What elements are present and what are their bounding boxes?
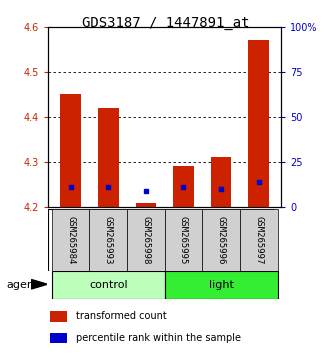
- Bar: [52, 209, 89, 271]
- Text: light: light: [209, 280, 234, 290]
- Bar: [60, 94, 81, 207]
- Bar: [89, 209, 127, 271]
- Polygon shape: [31, 280, 47, 289]
- Text: control: control: [89, 280, 127, 290]
- Text: GSM265998: GSM265998: [141, 216, 150, 264]
- Text: GSM265984: GSM265984: [66, 216, 75, 264]
- Text: agent: agent: [7, 280, 39, 290]
- Bar: [50, 333, 67, 343]
- Text: percentile rank within the sample: percentile rank within the sample: [76, 332, 241, 343]
- Bar: [240, 209, 278, 271]
- Text: GSM265995: GSM265995: [179, 216, 188, 264]
- Bar: [173, 166, 194, 207]
- Bar: [52, 271, 165, 299]
- Bar: [165, 209, 202, 271]
- Text: GSM265996: GSM265996: [216, 216, 226, 264]
- Text: GSM265997: GSM265997: [254, 216, 263, 264]
- Text: GSM265993: GSM265993: [104, 216, 113, 264]
- Text: GDS3187 / 1447891_at: GDS3187 / 1447891_at: [82, 16, 249, 30]
- Bar: [165, 271, 278, 299]
- Bar: [135, 202, 156, 207]
- Text: transformed count: transformed count: [76, 311, 167, 321]
- Bar: [202, 209, 240, 271]
- Bar: [249, 40, 269, 207]
- Bar: [98, 108, 118, 207]
- Bar: [50, 311, 67, 322]
- Bar: [211, 158, 231, 207]
- Bar: [127, 209, 165, 271]
